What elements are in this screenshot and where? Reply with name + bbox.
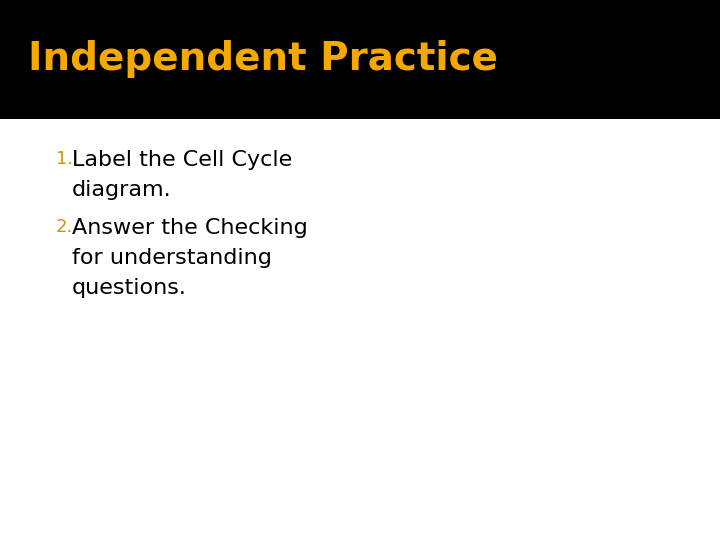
Bar xyxy=(0,0,720,119)
Text: for understanding: for understanding xyxy=(72,248,272,268)
Text: diagram.: diagram. xyxy=(72,180,171,200)
Text: Answer the Checking: Answer the Checking xyxy=(72,218,307,238)
Text: questions.: questions. xyxy=(72,278,187,298)
Text: 1.: 1. xyxy=(56,150,73,168)
Text: 2.: 2. xyxy=(56,218,73,236)
Text: Independent Practice: Independent Practice xyxy=(28,40,498,78)
Text: Label the Cell Cycle: Label the Cell Cycle xyxy=(72,150,292,170)
